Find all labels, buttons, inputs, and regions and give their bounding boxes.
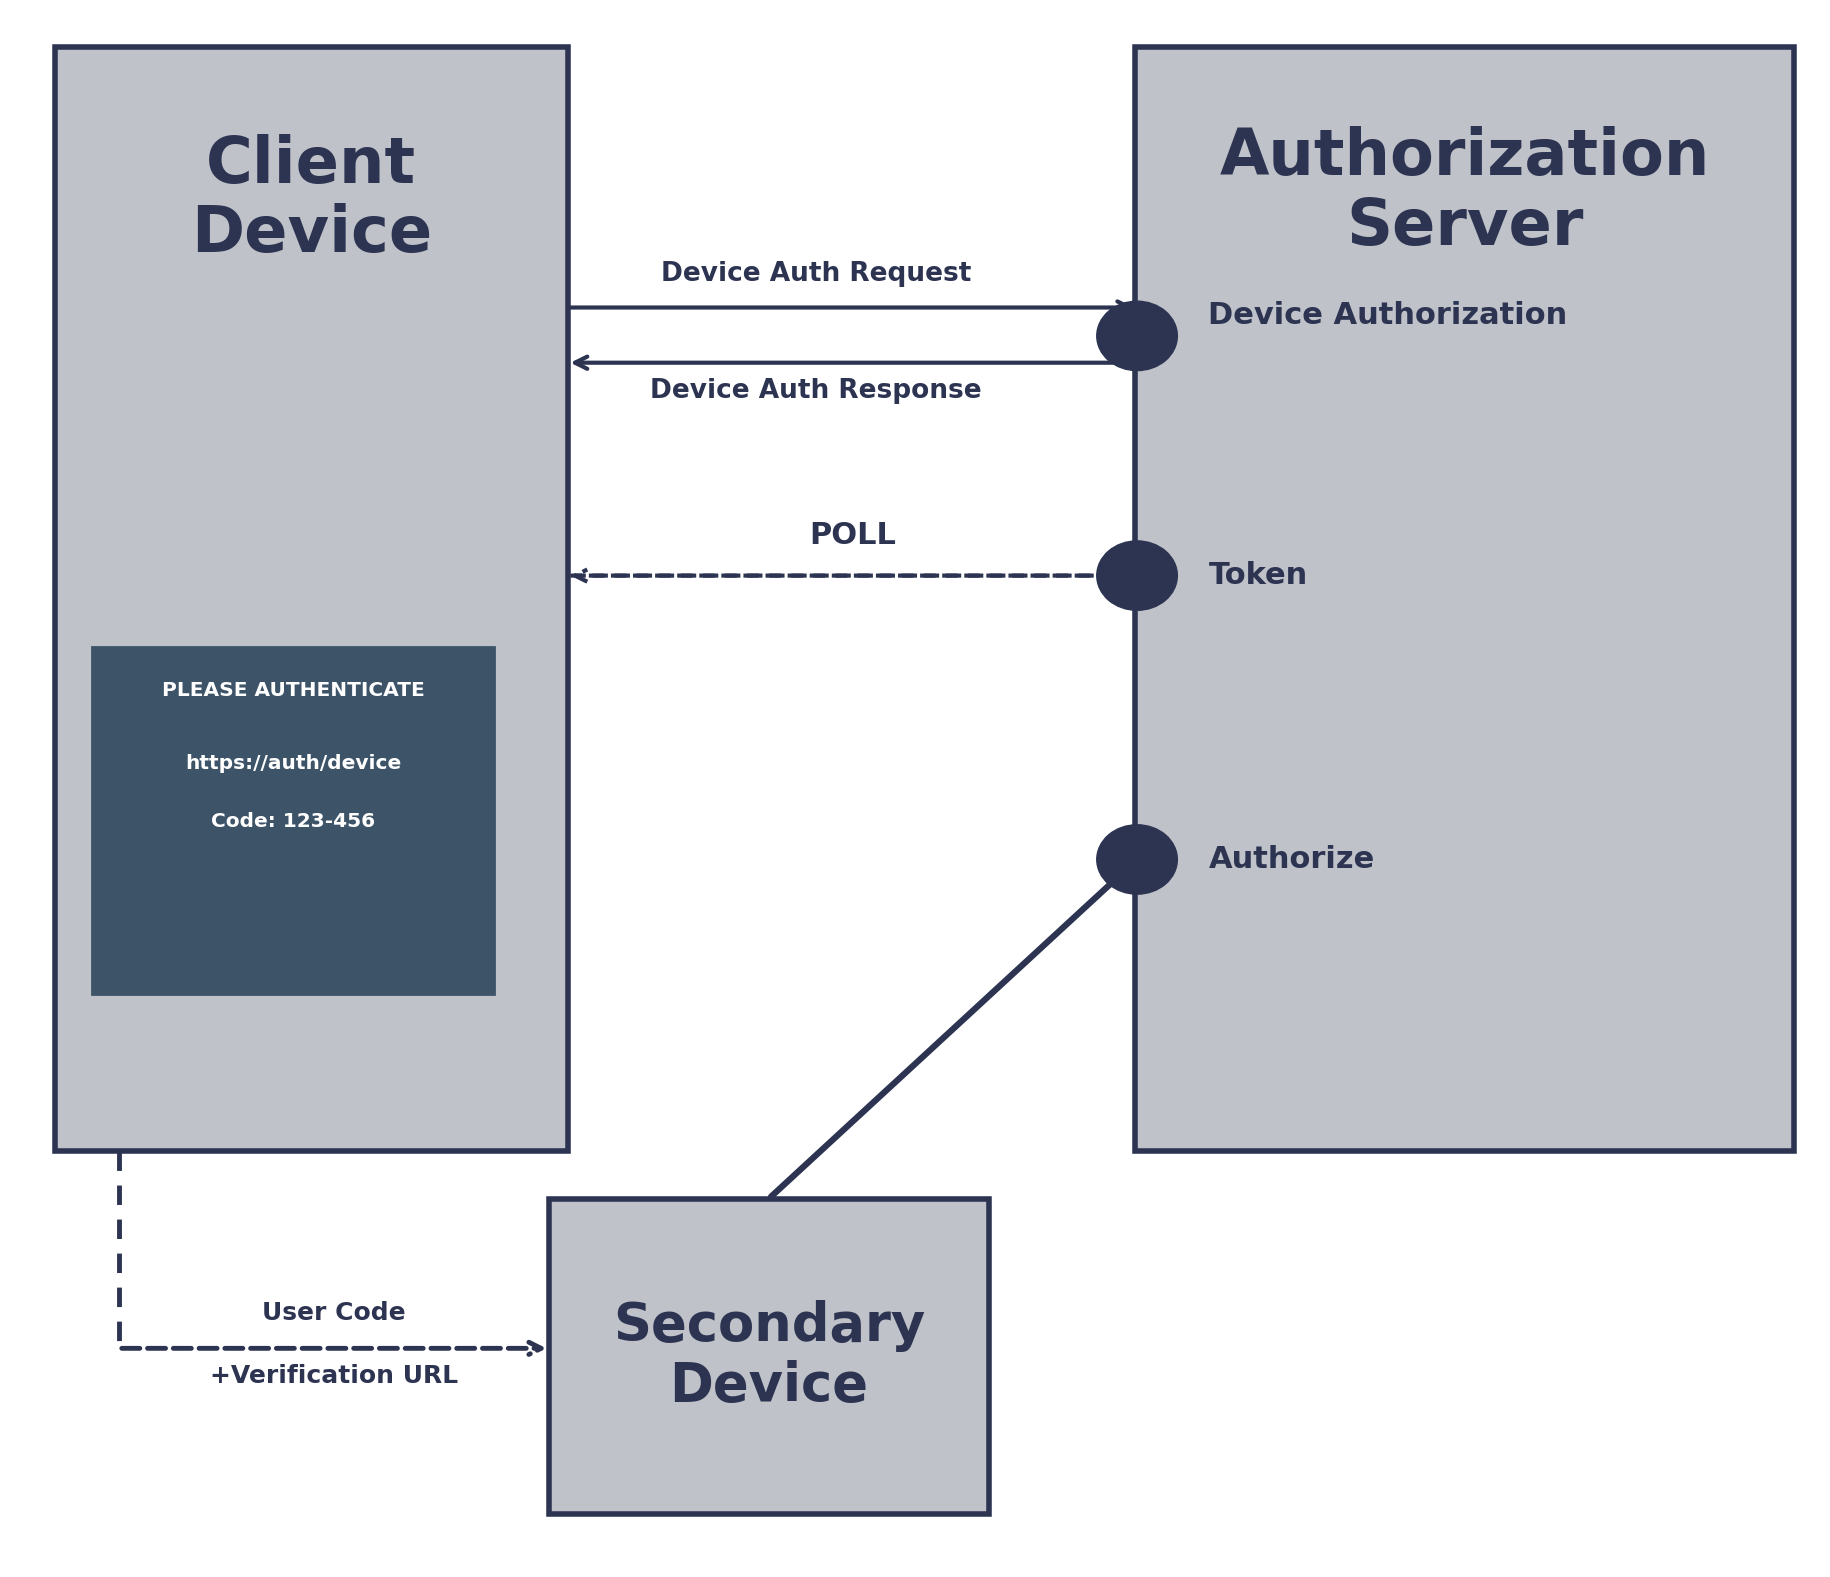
Text: Device Auth Request: Device Auth Request [661,262,970,287]
Text: Client
Device: Client Device [190,134,432,265]
Bar [1135,47,1793,1151]
Text: Token: Token [1208,561,1307,590]
Text: User Code: User Code [262,1301,406,1325]
Text: Code: 123-456: Code: 123-456 [210,812,375,831]
Circle shape [1096,541,1177,610]
Circle shape [1096,825,1177,894]
Text: PLEASE AUTHENTICATE: PLEASE AUTHENTICATE [161,681,425,700]
Text: https://auth/device: https://auth/device [185,754,401,773]
Text: Device Authorization: Device Authorization [1208,301,1566,330]
Text: Device Auth Response: Device Auth Response [650,378,981,404]
Bar [92,647,494,994]
Bar [549,1199,988,1514]
Text: Authorize: Authorize [1208,845,1374,874]
Text: Authorization
Server: Authorization Server [1219,126,1709,257]
Circle shape [1096,301,1177,371]
Text: POLL: POLL [809,522,895,550]
Text: Secondary
Device: Secondary Device [613,1299,924,1413]
Bar [55,47,567,1151]
Text: +Verification URL: +Verification URL [210,1364,458,1388]
